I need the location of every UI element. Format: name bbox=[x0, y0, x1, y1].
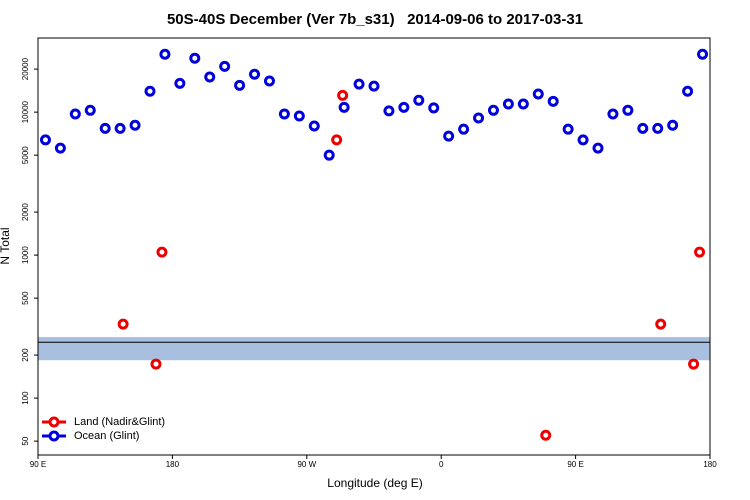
legend-marker bbox=[48, 430, 60, 442]
point bbox=[413, 94, 425, 106]
x-tick-label: 90 E bbox=[30, 460, 46, 469]
reference-band bbox=[38, 337, 710, 361]
point bbox=[129, 119, 141, 131]
point bbox=[622, 104, 634, 116]
point bbox=[637, 122, 649, 134]
point bbox=[532, 88, 544, 100]
point bbox=[331, 134, 343, 146]
point bbox=[592, 142, 604, 154]
point bbox=[150, 358, 162, 370]
point bbox=[667, 119, 679, 131]
point bbox=[39, 134, 51, 146]
point bbox=[562, 123, 574, 135]
point bbox=[278, 108, 290, 120]
point bbox=[577, 134, 589, 146]
y-axis-label: N Total bbox=[0, 227, 12, 264]
chart-title: 50S-40S December (Ver 7b_s31) 2014-09-06… bbox=[167, 11, 583, 28]
plot-frame bbox=[37, 37, 711, 456]
y-tick-label: 500 bbox=[21, 291, 30, 305]
x-tick-label: 90 E bbox=[567, 460, 583, 469]
point bbox=[189, 52, 201, 64]
point bbox=[263, 75, 275, 87]
legend-label: Ocean (Glint) bbox=[74, 430, 139, 442]
point bbox=[323, 149, 335, 161]
point bbox=[114, 122, 126, 134]
legend-label: Land (Nadir&Glint) bbox=[74, 416, 165, 428]
point bbox=[547, 95, 559, 107]
point bbox=[174, 77, 186, 89]
point bbox=[156, 246, 168, 258]
point bbox=[293, 110, 305, 122]
point bbox=[655, 318, 667, 330]
point bbox=[607, 108, 619, 120]
y-tick-label: 10000 bbox=[21, 100, 30, 123]
legend-marker bbox=[48, 416, 60, 428]
y-tick-label: 200 bbox=[21, 348, 30, 362]
point bbox=[99, 122, 111, 134]
point bbox=[487, 104, 499, 116]
point bbox=[368, 80, 380, 92]
point bbox=[428, 102, 440, 114]
point bbox=[234, 79, 246, 91]
point bbox=[337, 89, 349, 101]
point bbox=[383, 105, 395, 117]
point bbox=[159, 48, 171, 60]
point bbox=[144, 85, 156, 97]
point bbox=[54, 142, 66, 154]
x-tick-label: 180 bbox=[166, 460, 180, 469]
point bbox=[117, 318, 129, 330]
point bbox=[540, 429, 552, 441]
point bbox=[308, 120, 320, 132]
point bbox=[473, 112, 485, 124]
point bbox=[443, 130, 455, 142]
point bbox=[338, 101, 350, 113]
point bbox=[69, 108, 81, 120]
point bbox=[353, 78, 365, 90]
point bbox=[249, 68, 261, 80]
y-tick-label: 100 bbox=[21, 391, 30, 405]
point bbox=[84, 104, 96, 116]
x-tick-label: 90 W bbox=[297, 460, 316, 469]
point bbox=[219, 60, 231, 72]
point bbox=[502, 98, 514, 110]
y-tick-label: 20000 bbox=[21, 57, 30, 80]
point bbox=[682, 85, 694, 97]
point bbox=[398, 101, 410, 113]
point bbox=[458, 123, 470, 135]
point bbox=[204, 71, 216, 83]
y-tick-label: 50 bbox=[21, 436, 30, 445]
point bbox=[517, 98, 529, 110]
point bbox=[697, 48, 709, 60]
x-tick-label: 0 bbox=[439, 460, 444, 469]
point bbox=[694, 246, 706, 258]
y-tick-label: 1000 bbox=[21, 246, 30, 264]
y-tick-label: 2000 bbox=[21, 203, 30, 221]
point bbox=[652, 122, 664, 134]
y-tick-label: 5000 bbox=[21, 146, 30, 164]
x-tick-label: 180 bbox=[703, 460, 717, 469]
x-axis-label: Longitude (deg E) bbox=[327, 476, 422, 490]
point bbox=[688, 358, 700, 370]
